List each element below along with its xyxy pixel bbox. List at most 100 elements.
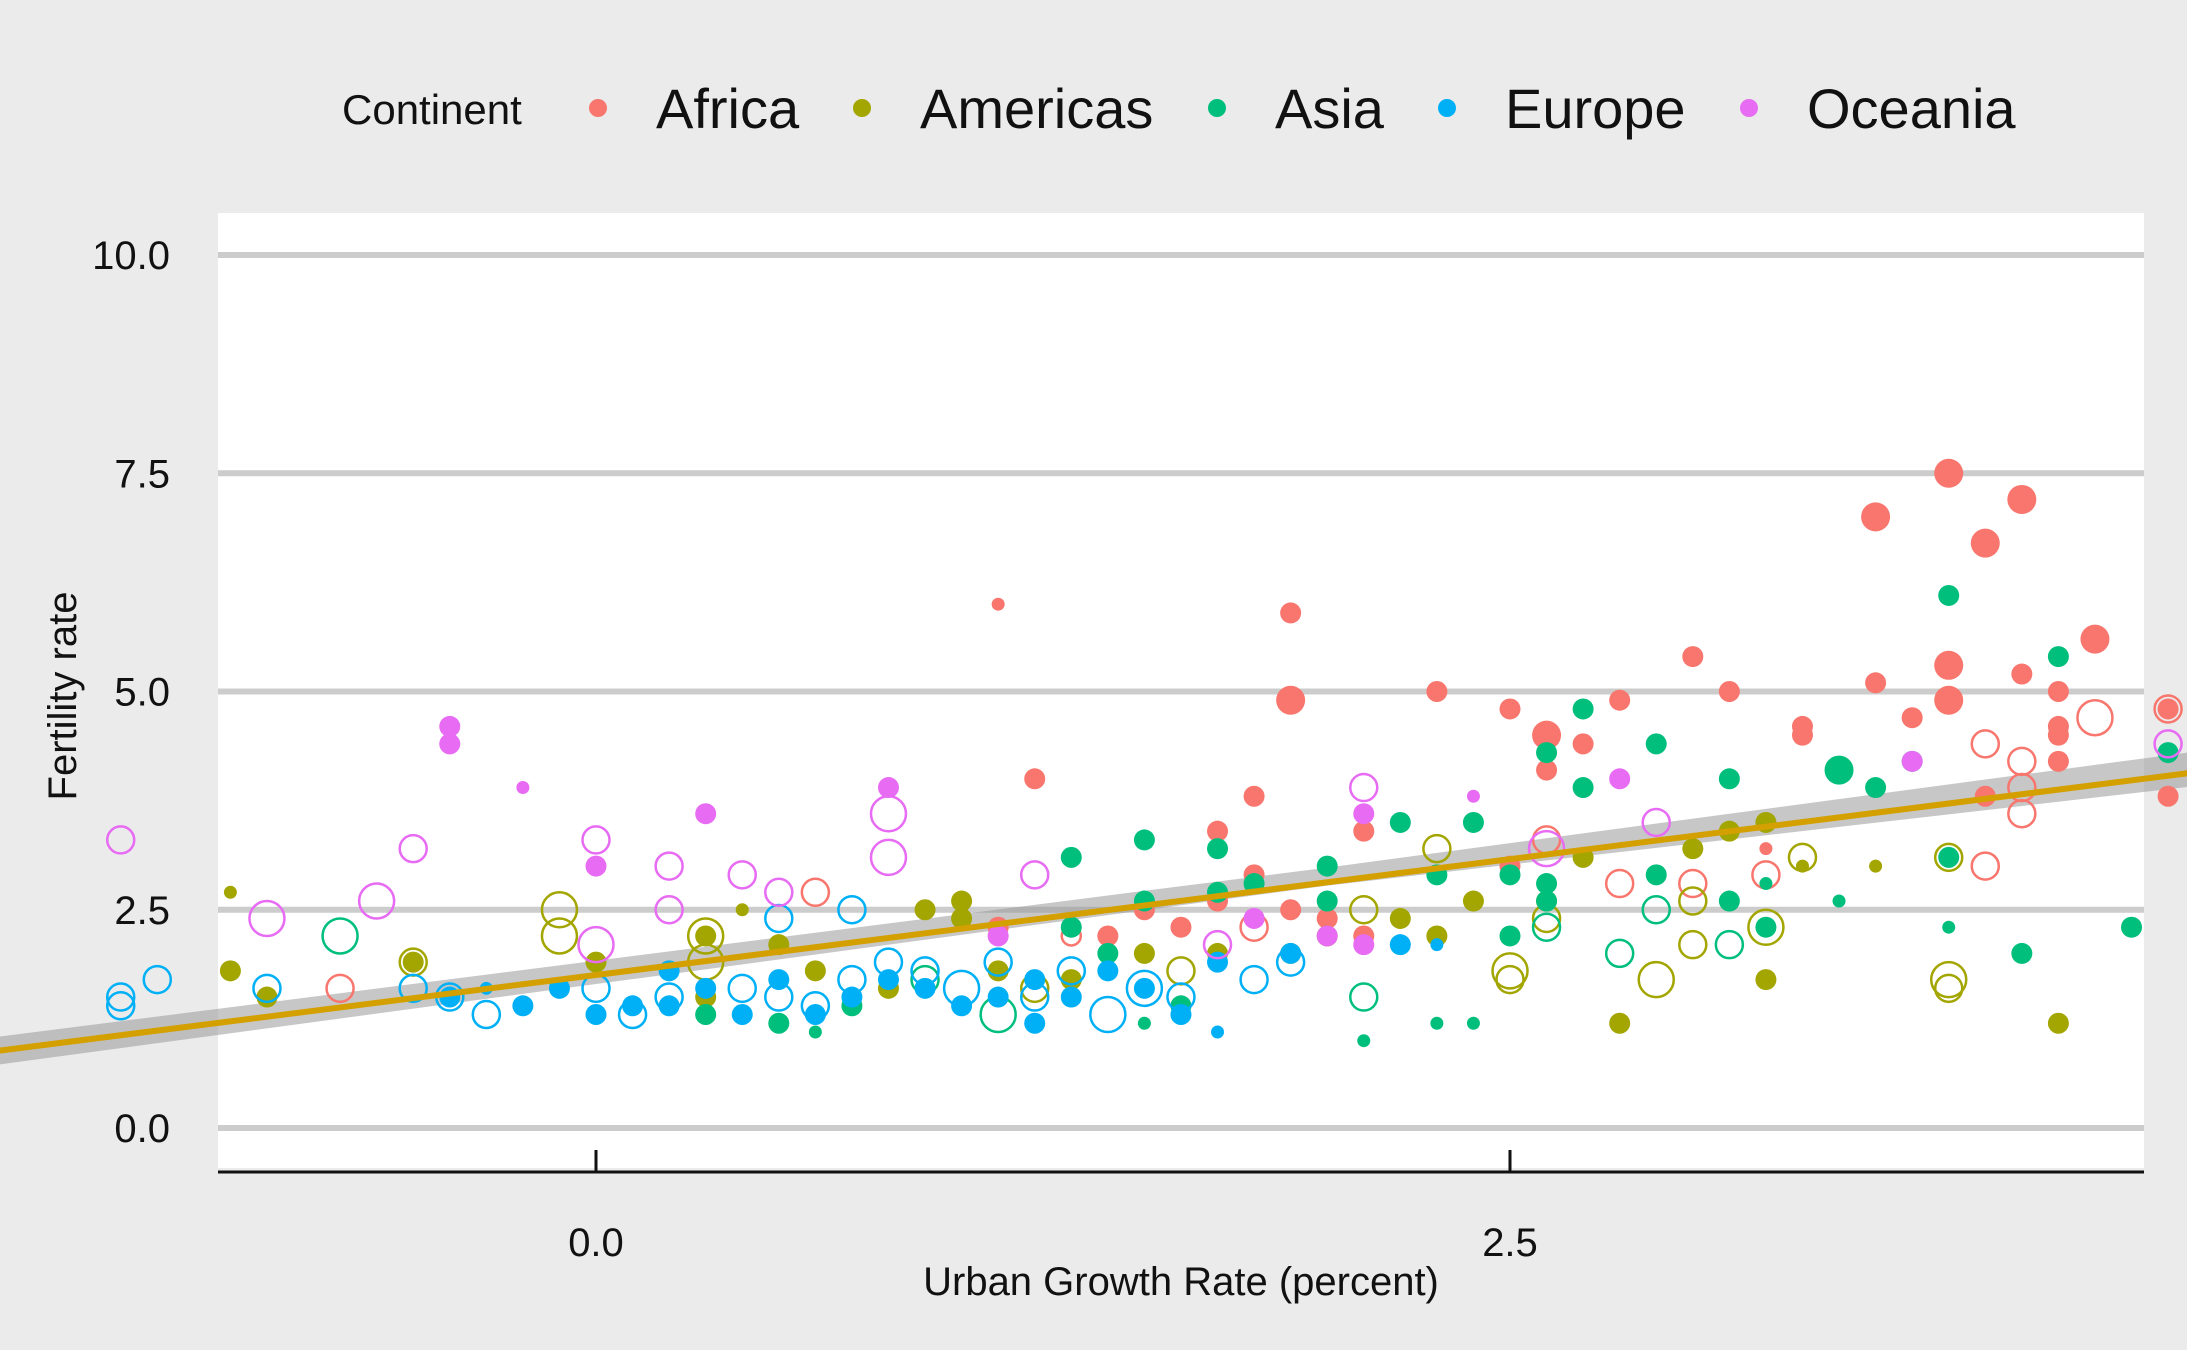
point-africa <box>1243 785 1265 807</box>
legend-key-asia <box>1208 99 1226 117</box>
point-hollow-oceania <box>869 794 908 833</box>
point-hollow-americas <box>1787 842 1818 873</box>
point-africa <box>1865 672 1887 694</box>
point-europe <box>987 986 1009 1008</box>
point-americas <box>951 890 973 912</box>
point-africa <box>1426 681 1448 702</box>
point-hollow-europe <box>617 999 648 1030</box>
point-asia <box>2011 942 2033 964</box>
point-hollow-americas <box>540 891 579 929</box>
point-oceania <box>516 781 530 795</box>
point-americas <box>987 960 1009 982</box>
point-hollow-americas <box>1491 952 1529 990</box>
point-africa <box>1759 842 1773 856</box>
point-europe <box>1280 942 1302 964</box>
y-tick-label: 5.0 <box>114 671 170 715</box>
confidence-band-area <box>0 752 2187 1065</box>
point-africa <box>1532 720 1562 750</box>
point-europe <box>658 995 680 1017</box>
point-asia <box>1572 777 1594 799</box>
point-hollow-oceania <box>398 833 428 864</box>
point-americas <box>1389 907 1411 929</box>
point-asia <box>768 1012 790 1034</box>
point-hollow-africa <box>2076 698 2114 737</box>
point-americas <box>1682 838 1704 860</box>
point-asia <box>1755 916 1777 938</box>
point-asia <box>1536 742 1558 764</box>
point-asia <box>1938 584 1960 606</box>
point-hollow-americas <box>1747 908 1785 946</box>
point-hollow-europe <box>1019 982 1050 1012</box>
legend-label-americas: Americas <box>920 77 1153 140</box>
point-americas <box>914 899 936 921</box>
point-oceania <box>1243 907 1265 929</box>
point-oceania <box>987 925 1009 947</box>
point-europe <box>585 1004 607 1026</box>
point-hollow-oceania <box>577 925 615 964</box>
legend-key-europe <box>1438 99 1456 117</box>
point-asia <box>2157 742 2179 764</box>
point-americas <box>1755 969 1777 991</box>
point-asia <box>1060 916 1082 938</box>
point-hollow-europe <box>1056 956 1087 986</box>
point-hollow-americas <box>1422 833 1452 864</box>
point-americas <box>951 907 973 929</box>
point-europe <box>1060 986 1082 1008</box>
point-asia <box>1097 942 1119 964</box>
y-tick-labels: 0.0 2.5 5.0 7.5 10.0 <box>92 234 170 1151</box>
point-hollow-europe <box>837 895 867 925</box>
point-hollow-oceania <box>869 838 908 877</box>
point-africa <box>1934 685 1964 715</box>
point-europe <box>512 995 534 1017</box>
point-africa <box>1316 907 1338 929</box>
point-hollow-americas <box>1933 973 1964 1004</box>
point-europe <box>1430 938 1444 952</box>
point-africa <box>2047 724 2069 746</box>
point-hollow-oceania <box>654 895 684 925</box>
y-tick-label: 7.5 <box>114 452 170 496</box>
point-americas <box>1869 859 1883 873</box>
point-hollow-oceania <box>357 882 396 920</box>
point-hollow-oceania <box>248 899 286 938</box>
point-americas <box>804 960 826 982</box>
point-americas <box>256 986 278 1008</box>
point-hollow-europe <box>398 973 428 1004</box>
point-asia <box>808 1025 822 1039</box>
y-axis-title: Fertility rate <box>41 592 85 801</box>
legend-label-africa: Africa <box>656 77 800 140</box>
point-oceania <box>1466 789 1480 803</box>
point-asia <box>1536 873 1558 895</box>
legend-label-asia: Asia <box>1275 77 1385 140</box>
point-hollow-oceania <box>1527 829 1566 868</box>
point-africa <box>1353 820 1375 842</box>
point-hollow-europe <box>105 982 136 1012</box>
point-asia <box>1316 855 1338 877</box>
point-americas <box>1609 1012 1631 1034</box>
point-hollow-oceania <box>727 860 757 890</box>
point-oceania <box>439 733 461 755</box>
point-hollow-europe <box>105 991 136 1021</box>
point-hollow-americas <box>1929 960 1968 999</box>
point-africa <box>1276 685 1306 715</box>
point-africa <box>2157 698 2179 720</box>
point-africa <box>1170 916 1192 938</box>
x-tick-label: 0.0 <box>568 1221 624 1265</box>
point-hollow-asia <box>1349 982 1379 1012</box>
point-oceania <box>1353 934 1375 956</box>
point-oceania <box>695 803 717 825</box>
point-hollow-africa <box>1678 868 1708 899</box>
point-hollow-europe <box>800 991 831 1021</box>
point-africa <box>2007 484 2037 514</box>
point-hollow-africa <box>1604 868 1635 899</box>
point-hollow-americas <box>1349 895 1379 925</box>
point-hollow-americas <box>1933 842 1964 873</box>
point-europe <box>804 1004 826 1026</box>
point-hollow-oceania <box>105 825 136 855</box>
point-europe <box>731 1004 753 1026</box>
point-asia <box>1499 925 1521 947</box>
point-hollow-americas <box>1678 929 1708 960</box>
point-europe <box>1211 1025 1225 1039</box>
point-asia <box>1137 1016 1151 1030</box>
legend-key-americas <box>853 99 871 117</box>
x-tick-label: 2.5 <box>1482 1221 1538 1265</box>
